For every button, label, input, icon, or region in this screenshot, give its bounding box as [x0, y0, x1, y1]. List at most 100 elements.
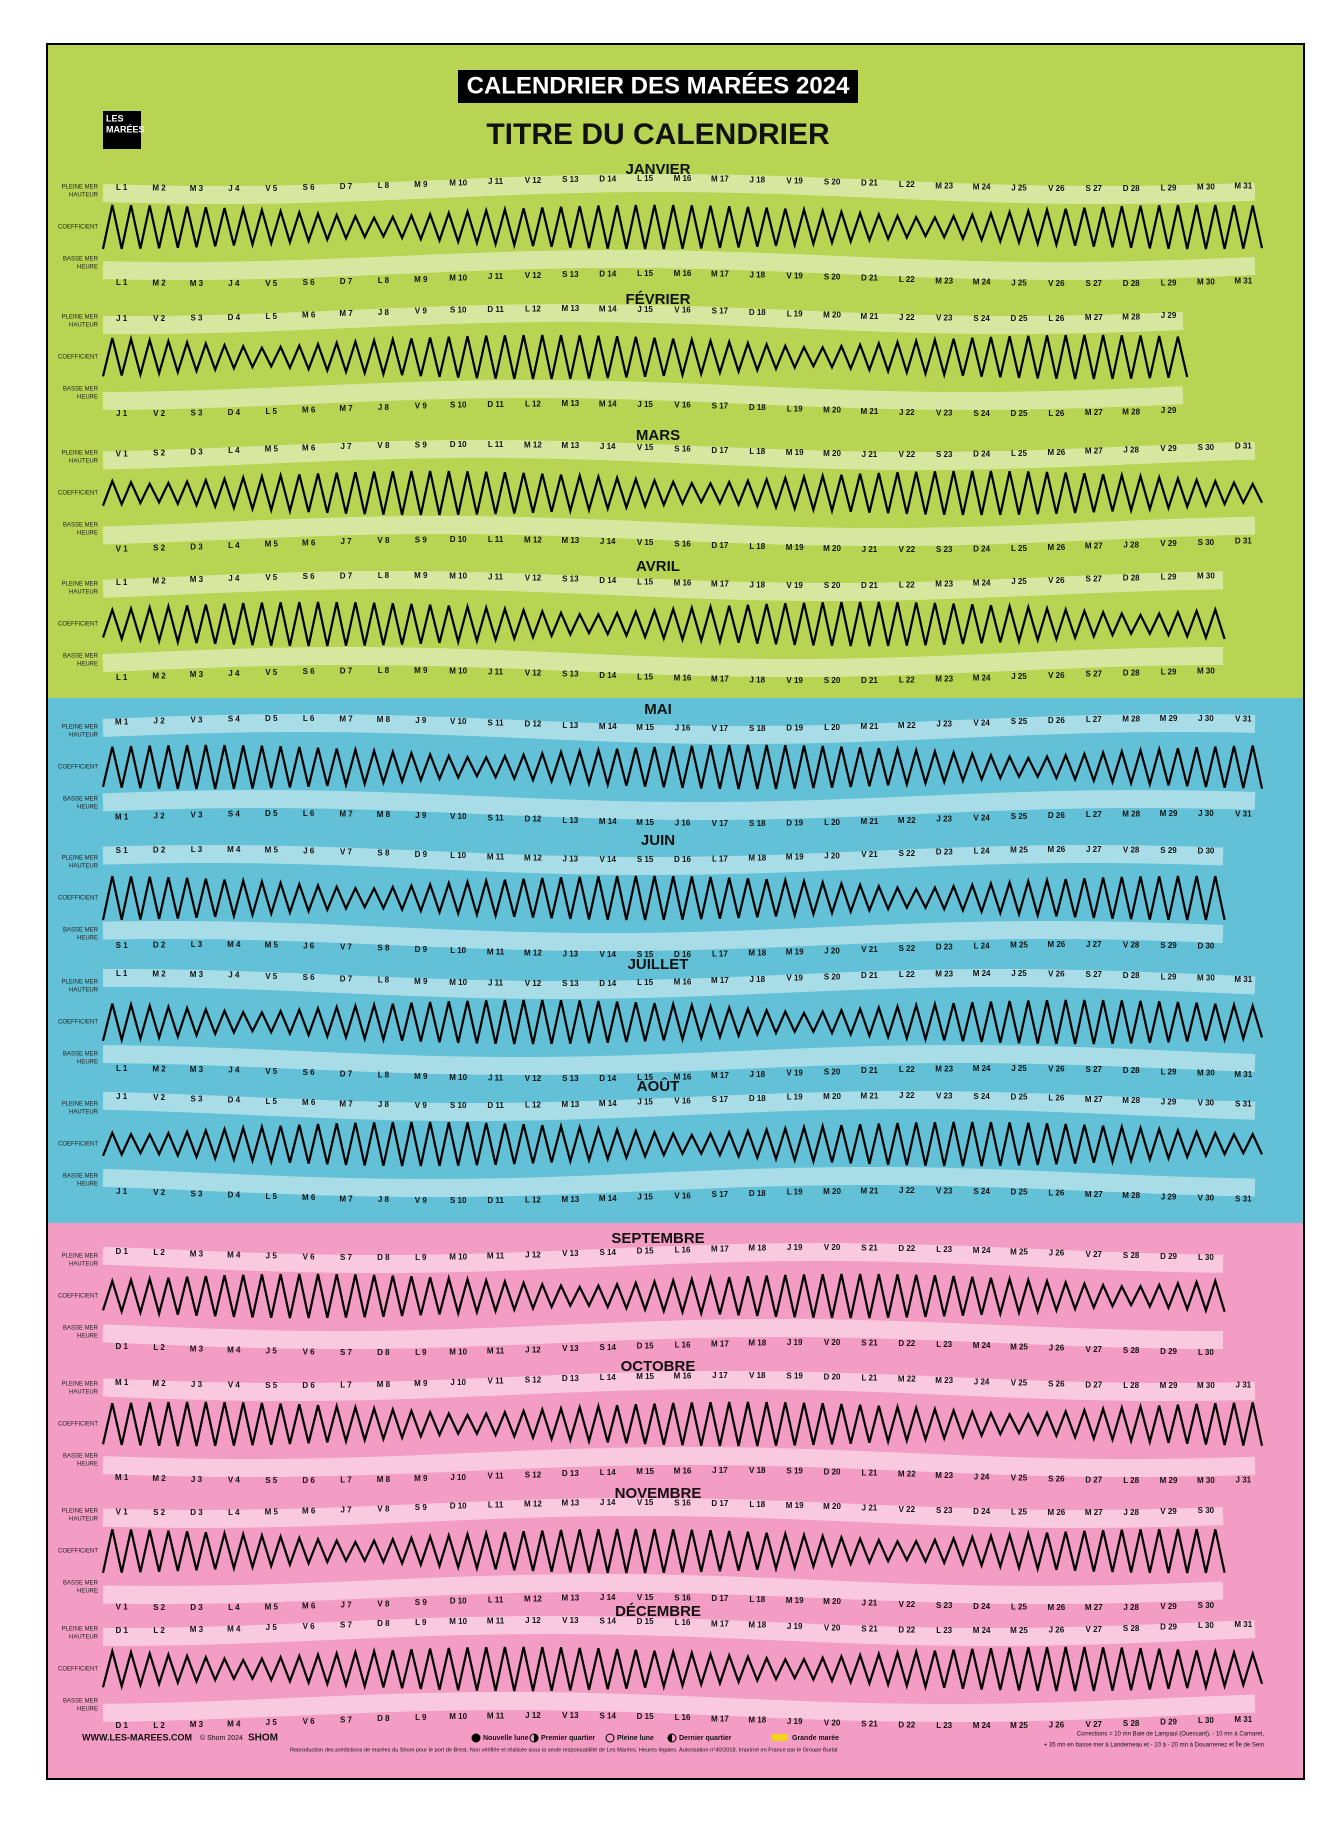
day-label: S 16 [674, 1498, 691, 1507]
day-label: J 19 [787, 1717, 803, 1726]
day-label: L 9 [415, 1713, 427, 1722]
day-label: M 30 [1197, 183, 1215, 192]
day-label: M 23 [935, 1471, 953, 1480]
day-label: D 27 [1085, 1380, 1102, 1389]
row-label: BASSE MER [63, 1174, 99, 1180]
day-label: S 31 [1235, 1100, 1252, 1109]
day-label: D 11 [487, 400, 504, 409]
day-label: M 12 [524, 1594, 542, 1603]
day-label: S 15 [637, 855, 654, 864]
day-label: J 28 [1123, 1603, 1139, 1612]
day-label: M 30 [1197, 974, 1215, 983]
day-label: L 3 [191, 940, 203, 949]
day-label: V 19 [786, 581, 803, 590]
day-label: D 4 [228, 408, 241, 417]
day-label: J 18 [749, 175, 765, 184]
day-label: S 7 [340, 1621, 353, 1630]
day-label: V 23 [936, 314, 953, 323]
day-label: M 20 [823, 1502, 841, 1511]
day-label: V 14 [599, 855, 616, 864]
day-label: M 7 [339, 404, 353, 413]
day-label: M 9 [414, 1474, 428, 1483]
day-label: S 28 [1123, 1719, 1140, 1728]
day-label: D 21 [861, 1066, 878, 1075]
day-label: M 2 [152, 969, 166, 978]
day-label: D 17 [711, 1594, 728, 1603]
day-label: L 18 [749, 542, 765, 551]
data-band [102, 1573, 1224, 1605]
day-label: V 25 [1011, 1473, 1028, 1482]
day-label: J 18 [749, 580, 765, 589]
day-label: L 1 [116, 1064, 128, 1073]
day-label: S 14 [599, 1712, 616, 1721]
row-label: BASSE MER [63, 1052, 99, 1058]
day-label: J 26 [1049, 1344, 1065, 1353]
day-label: L 12 [525, 304, 541, 313]
day-label: J 19 [787, 1243, 803, 1252]
legend-moon [605, 1733, 615, 1743]
day-label: D 24 [973, 450, 990, 459]
day-label: M 16 [674, 579, 692, 588]
day-label: D 10 [450, 1597, 467, 1606]
day-label: L 10 [450, 946, 466, 955]
day-label: L 22 [899, 970, 915, 979]
day-label: S 22 [899, 944, 916, 953]
day-label: S 30 [1198, 538, 1215, 547]
day-label: M 17 [711, 675, 729, 684]
day-label: M 2 [152, 184, 166, 193]
day-label: S 17 [712, 1190, 729, 1199]
day-label: J 13 [563, 854, 579, 863]
day-label: S 11 [488, 813, 505, 822]
day-label: J 1 [116, 1092, 128, 1101]
row-label: PLEINE MER [62, 1627, 99, 1633]
month-name: DÉCEMBRE [615, 1603, 701, 1620]
row-label: PLEINE MER [62, 725, 99, 731]
month-name: JUILLET [628, 956, 689, 973]
day-label: V 20 [824, 1243, 841, 1252]
day-label: V 17 [712, 724, 729, 733]
day-label: J 23 [936, 720, 952, 729]
day-label: S 28 [1123, 1346, 1140, 1355]
day-label: J 5 [266, 1718, 278, 1727]
day-label: S 1 [116, 941, 129, 950]
day-label: J 19 [787, 1338, 803, 1347]
day-label: V 5 [265, 668, 278, 677]
row-label: HEURE [77, 1334, 98, 1340]
day-label: M 10 [449, 1347, 467, 1356]
tide-zigzag [101, 1646, 1264, 1692]
day-label: J 4 [228, 279, 240, 288]
month-name: MARS [636, 427, 680, 444]
day-label: V 6 [303, 1252, 316, 1261]
day-label: M 9 [414, 1072, 428, 1081]
day-label: J 19 [787, 1622, 803, 1631]
tide-zigzag [101, 1121, 1264, 1167]
day-label: M 15 [636, 818, 654, 827]
notice: Reproduction des prédictions de marées d… [290, 1747, 838, 1753]
day-label: J 13 [563, 949, 579, 958]
day-label: L 16 [675, 1618, 691, 1627]
day-label: L 5 [266, 1192, 278, 1201]
tide-zigzag [101, 334, 1189, 380]
day-label: M 24 [973, 1064, 991, 1073]
day-label: V 9 [415, 1196, 428, 1205]
day-label: V 16 [674, 1191, 691, 1200]
day-label: D 7 [340, 1069, 353, 1078]
day-label: M 19 [786, 1501, 804, 1510]
day-label: M 11 [487, 852, 505, 861]
day-label: V 22 [899, 450, 916, 459]
day-label: L 16 [675, 1340, 691, 1349]
day-label: D 10 [450, 1502, 467, 1511]
day-label: D 20 [824, 1467, 841, 1476]
day-label: M 5 [265, 540, 279, 549]
day-label: M 23 [935, 675, 953, 684]
row-label: BASSE MER [63, 1581, 99, 1587]
day-label: J 7 [340, 1601, 352, 1610]
data-band [102, 1319, 1223, 1349]
day-label: M 28 [1122, 407, 1140, 416]
day-label: M 21 [861, 312, 879, 321]
day-label: L 26 [1048, 1094, 1064, 1103]
day-label: M 14 [599, 1099, 617, 1108]
logo-text: LES [106, 113, 124, 123]
day-label: L 14 [600, 1468, 616, 1477]
day-label: L 15 [637, 269, 653, 278]
